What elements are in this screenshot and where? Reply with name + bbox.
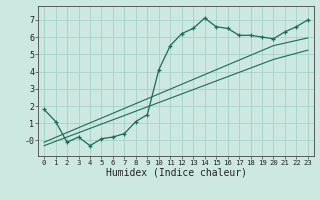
X-axis label: Humidex (Indice chaleur): Humidex (Indice chaleur)	[106, 168, 246, 178]
